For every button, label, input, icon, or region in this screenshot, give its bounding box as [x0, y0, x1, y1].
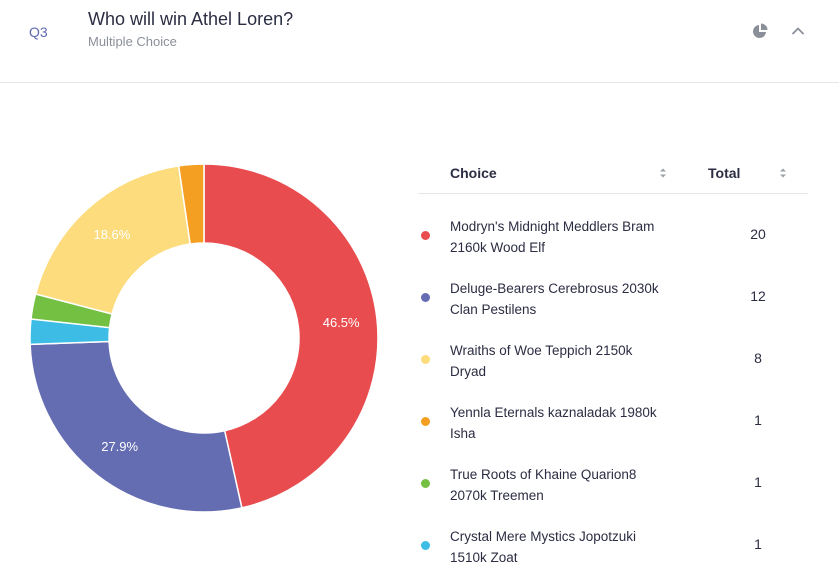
choice-label: Deluge-Bearers Cerebrosus 2030k Clan Pes… — [450, 281, 659, 317]
question-title: Who will win Athel Loren? — [88, 9, 294, 29]
legend-dot — [421, 293, 430, 302]
pie-slice[interactable] — [203, 163, 379, 509]
table-row: Crystal Mere Mystics Jopotzuki 1510k Zoa… — [418, 514, 808, 576]
results-table: Choice Total Modryn's Midnight Meddlers … — [418, 152, 808, 576]
question-type: Multiple Choice — [88, 34, 177, 49]
choice-label: Wraiths of Woe Teppich 2150k Dryad — [450, 343, 633, 379]
pie-slice[interactable] — [29, 340, 243, 513]
legend-dot — [421, 417, 430, 426]
choice-label: Yennla Eternals kaznaladak 1980k Isha — [450, 405, 657, 441]
slice-label: 46.5% — [323, 315, 360, 330]
slice-label: 18.6% — [93, 227, 130, 242]
legend-dot — [421, 231, 430, 240]
choice-total: 8 — [754, 350, 762, 366]
table-row: Yennla Eternals kaznaladak 1980k Isha 1 — [418, 390, 808, 452]
choice-total: 1 — [754, 536, 762, 552]
donut-chart: 46.5% 27.9% 18.6% — [29, 163, 379, 513]
sort-icon[interactable] — [659, 167, 667, 179]
legend-dot — [421, 479, 430, 488]
pie-chart-icon[interactable] — [750, 21, 770, 41]
table-body: Modryn's Midnight Meddlers Bram 2160k Wo… — [418, 204, 808, 576]
table-header: Choice Total — [418, 152, 808, 194]
choice-column-header: Choice — [450, 165, 497, 181]
choice-total: 1 — [754, 474, 762, 490]
question-number: Q3 — [29, 24, 48, 40]
table-row: True Roots of Khaine Quarion8 2070k Tree… — [418, 452, 808, 514]
choice-total: 1 — [754, 412, 762, 428]
table-row: Deluge-Bearers Cerebrosus 2030k Clan Pes… — [418, 266, 808, 328]
sort-icon[interactable] — [779, 167, 787, 179]
table-row: Modryn's Midnight Meddlers Bram 2160k Wo… — [418, 204, 808, 266]
choice-total: 12 — [750, 288, 766, 304]
choice-label: True Roots of Khaine Quarion8 2070k Tree… — [450, 467, 637, 503]
legend-dot — [421, 541, 430, 550]
chevron-up-icon[interactable] — [788, 21, 808, 41]
choice-label: Modryn's Midnight Meddlers Bram 2160k Wo… — [450, 219, 655, 255]
slice-label: 27.9% — [101, 439, 138, 454]
choice-total: 20 — [750, 226, 766, 242]
choice-label: Crystal Mere Mystics Jopotzuki 1510k Zoa… — [450, 529, 637, 565]
pie-slice[interactable] — [177, 163, 205, 245]
table-row: Wraiths of Woe Teppich 2150k Dryad 8 — [418, 328, 808, 390]
question-header: Q3 Who will win Athel Loren? Multiple Ch… — [0, 0, 839, 83]
legend-dot — [421, 355, 430, 364]
total-column-header: Total — [708, 165, 741, 181]
pie-slice[interactable] — [34, 165, 192, 315]
